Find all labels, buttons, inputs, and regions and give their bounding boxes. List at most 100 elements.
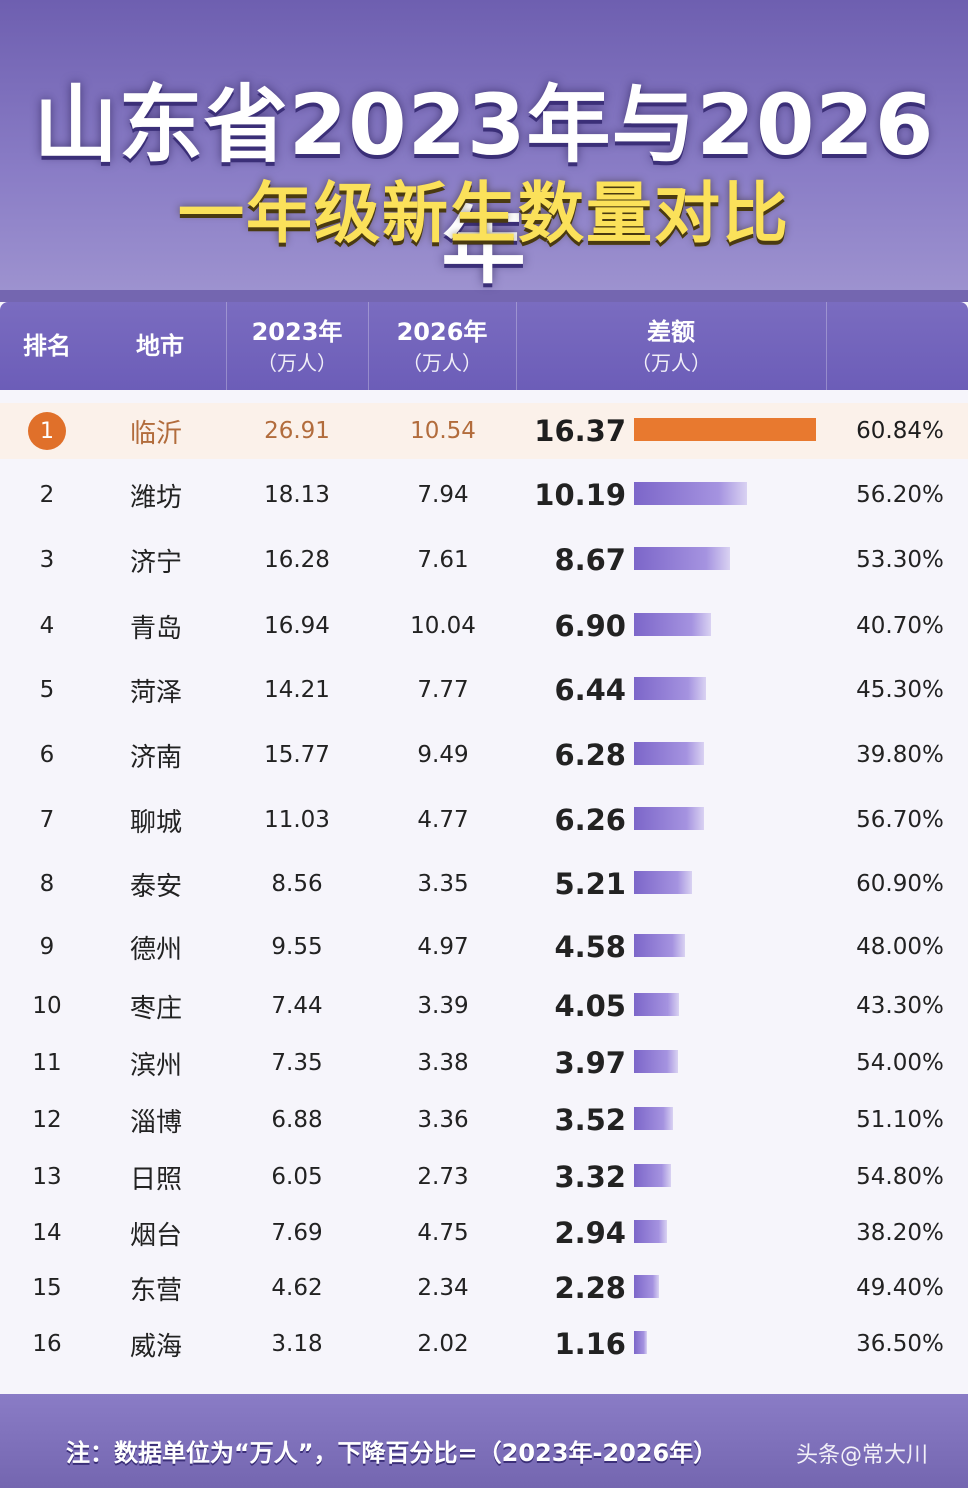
value-2026-cell: 10.54 <box>410 418 476 444</box>
rank-cell: 15 <box>32 1275 62 1301</box>
city-cell: 东营 <box>129 1275 182 1306</box>
value-2023-cell: 18.13 <box>264 482 330 508</box>
diff-bar <box>634 482 748 505</box>
diff-value-label: 2.94 <box>554 1216 626 1250</box>
table-row: 8 泰安 8.56 3.35 5.21 60.90% <box>0 856 968 912</box>
header-2026-unit: （万人） <box>402 351 482 375</box>
diff-value-label: 6.28 <box>554 738 626 772</box>
percent-cell: 60.84% <box>856 418 944 444</box>
percent-cell: 45.30% <box>856 677 944 703</box>
diff-bar <box>634 871 692 894</box>
table-row: 2 潍坊 18.13 7.94 10.19 56.20% <box>0 467 968 523</box>
value-2023-cell: 11.03 <box>264 807 330 833</box>
city-cell: 德州 <box>129 934 182 965</box>
diff-value-label: 1.16 <box>554 1327 626 1361</box>
value-2023-cell: 4.62 <box>271 1275 323 1301</box>
header-diff-unit: （万人） <box>631 351 711 375</box>
value-2026-cell: 3.36 <box>417 1107 469 1133</box>
percent-cell: 40.70% <box>856 613 944 639</box>
rank-cell: 3 <box>39 547 55 573</box>
city-cell: 潍坊 <box>129 482 182 513</box>
diff-bar <box>634 547 731 570</box>
rank-cell: 12 <box>32 1107 62 1133</box>
diff-bar <box>634 1275 660 1298</box>
rank-cell: 2 <box>39 482 55 508</box>
percent-cell: 53.30% <box>856 547 944 573</box>
value-2026-cell: 3.35 <box>417 871 469 897</box>
table-row: 14 烟台 7.69 4.75 2.94 38.20% <box>0 1205 968 1261</box>
diff-value-label: 3.97 <box>554 1046 626 1080</box>
percent-cell: 60.90% <box>856 871 944 897</box>
table-row: 1 临沂 26.91 10.54 16.37 60.84% <box>0 403 968 459</box>
city-cell: 烟台 <box>129 1220 182 1251</box>
diff-value-label: 6.44 <box>554 673 626 707</box>
rank-cell: 6 <box>39 742 55 768</box>
city-cell: 威海 <box>129 1331 182 1362</box>
rank-cell: 11 <box>32 1050 62 1076</box>
table-row: 15 东营 4.62 2.34 2.28 49.40% <box>0 1260 968 1316</box>
percent-cell: 54.00% <box>856 1050 944 1076</box>
diff-value-label: 5.21 <box>554 867 626 901</box>
rank-cell: 4 <box>39 613 55 639</box>
diff-value-label: 3.52 <box>554 1103 626 1137</box>
table-row: 13 日照 6.05 2.73 3.32 54.80% <box>0 1149 968 1205</box>
rank-cell: 8 <box>39 871 55 897</box>
header-rank: 排名 <box>0 302 94 390</box>
value-2026-cell: 3.39 <box>417 993 469 1019</box>
diff-value-label: 6.26 <box>554 803 626 837</box>
header-diff: 差额 （万人） <box>516 302 826 390</box>
value-2023-cell: 3.18 <box>271 1331 323 1357</box>
rank-cell: 16 <box>32 1331 62 1357</box>
rank-cell: 5 <box>39 677 55 703</box>
value-2023-cell: 16.94 <box>264 613 330 639</box>
rank-medal-icon: 1 <box>28 412 66 450</box>
table-row: 12 淄博 6.88 3.36 3.52 51.10% <box>0 1092 968 1148</box>
rank-cell: 14 <box>32 1220 62 1246</box>
footer-note: 注：数据单位为“万人”，下降百分比=（2023年-2026年） <box>66 1439 718 1467</box>
percent-cell: 49.40% <box>856 1275 944 1301</box>
city-cell: 临沂 <box>129 418 182 449</box>
value-2026-cell: 7.77 <box>417 677 469 703</box>
value-2026-cell: 2.73 <box>417 1164 469 1190</box>
chart-subtitle: 一年级新生数量对比 <box>178 175 790 252</box>
city-cell: 济宁 <box>129 547 182 578</box>
diff-bar <box>634 934 685 957</box>
city-cell: 淄博 <box>129 1107 182 1138</box>
diff-value-label: 10.19 <box>534 478 626 512</box>
header-2023-unit: （万人） <box>257 351 337 375</box>
city-cell: 日照 <box>129 1164 182 1195</box>
value-2023-cell: 7.44 <box>271 993 323 1019</box>
value-2023-cell: 14.21 <box>264 677 330 703</box>
percent-cell: 36.50% <box>856 1331 944 1357</box>
city-cell: 泰安 <box>129 871 182 902</box>
percent-cell: 56.20% <box>856 482 944 508</box>
diff-bar <box>634 993 680 1016</box>
value-2026-cell: 4.97 <box>417 934 469 960</box>
diff-bar <box>634 1164 671 1187</box>
chart-title: 山东省2023年与2026年 <box>33 76 935 295</box>
table-row: 3 济宁 16.28 7.61 8.67 53.30% <box>0 532 968 588</box>
value-2023-cell: 9.55 <box>271 934 323 960</box>
table-row: 4 青岛 16.94 10.04 6.90 40.70% <box>0 598 968 654</box>
table-header: 排名 地市 2023年 （万人） 2026年 （万人） 差额 （万人） <box>0 302 968 390</box>
header-banner: 山东省2023年与2026年 一年级新生数量对比 <box>0 0 968 295</box>
diff-value-label: 8.67 <box>554 543 626 577</box>
city-cell: 青岛 <box>129 613 182 644</box>
header-2026-label: 2026年 <box>396 318 488 346</box>
header-2023: 2023年 （万人） <box>226 302 368 390</box>
value-2023-cell: 16.28 <box>264 547 330 573</box>
rank-cell: 13 <box>32 1164 62 1190</box>
header-diff-label: 差额 <box>647 318 695 346</box>
value-2026-cell: 3.38 <box>417 1050 469 1076</box>
diff-value-label: 3.32 <box>554 1160 626 1194</box>
diff-bar <box>634 613 711 636</box>
header-divider <box>516 302 517 390</box>
rank-cell: 7 <box>39 807 55 833</box>
percent-cell: 43.30% <box>856 993 944 1019</box>
city-cell: 滨州 <box>129 1050 182 1081</box>
value-2023-cell: 6.88 <box>271 1107 323 1133</box>
value-2026-cell: 7.94 <box>417 482 469 508</box>
value-2023-cell: 8.56 <box>271 871 323 897</box>
city-cell: 济南 <box>129 742 182 773</box>
value-2026-cell: 2.34 <box>417 1275 469 1301</box>
